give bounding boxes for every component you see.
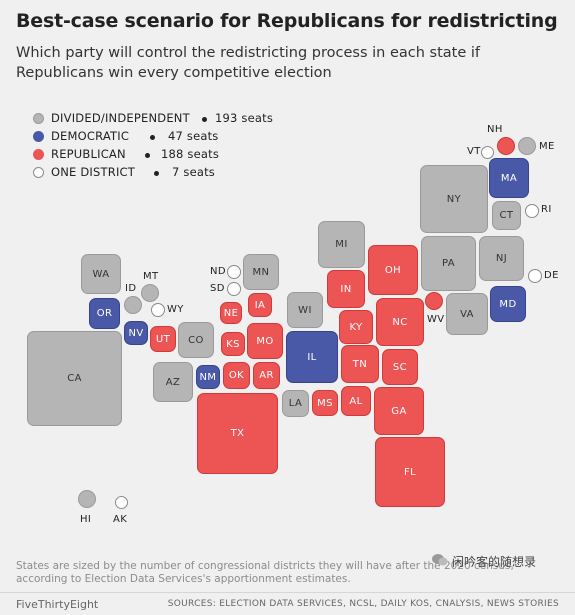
state-tile-ms: MS [312,390,338,416]
state-tile-ny: NY [420,165,488,233]
state-tile-tn: TN [341,345,379,383]
legend-label: ONE DISTRICT [51,165,135,179]
state-tile-sd [227,282,241,296]
footer-divider [0,592,575,593]
legend-bullet [150,135,155,140]
state-tile-sc: SC [382,349,418,385]
state-tile-wi: WI [287,292,323,328]
state-tile-de [528,269,542,283]
state-tile-ar: AR [253,362,280,389]
legend-count: 193 seats [215,111,274,125]
state-tile-co: CO [178,322,214,358]
state-tile-nm: NM [196,365,220,389]
legend-label: DIVIDED/INDEPENDENT [51,111,190,125]
legend-count: 188 seats [161,147,220,161]
state-tile-ma: MA [489,158,529,198]
state-tile-mi: MI [318,221,365,268]
state-tile-mt [141,284,159,302]
legend-swatch-republican [33,149,44,160]
state-label-hi: HI [80,514,92,525]
state-tile-pa: PA [421,236,476,291]
state-tile-mn: MN [243,254,279,290]
legend-label: REPUBLICAN [51,147,126,161]
state-tile-wy [151,303,165,317]
legend-swatch-one-district [33,167,44,178]
state-tile-ia: IA [248,293,272,317]
state-tile-hi [78,490,96,508]
state-label-sd: SD [210,283,225,294]
state-tile-ak [115,496,128,509]
state-tile-fl: FL [375,437,445,507]
state-label-de: DE [544,270,559,281]
state-tile-or: OR [89,298,120,329]
state-tile-nv: NV [124,321,148,345]
state-tile-vt [481,146,494,159]
state-tile-nj: NJ [479,236,524,281]
state-tile-ri [525,204,539,218]
state-tile-wa: WA [81,254,121,294]
state-tile-ok: OK [223,362,250,389]
legend-swatch-divided [33,113,44,124]
state-tile-id [124,296,142,314]
legend-label: DEMOCRATIC [51,129,130,143]
state-label-nh: NH [487,124,503,135]
watermark: 闲吟客的随想录 [452,555,537,569]
state-tile-mo: MO [247,323,283,359]
state-tile-ky: KY [339,310,373,344]
state-tile-ne: NE [220,302,242,324]
legend-count: 7 seats [172,165,215,179]
state-label-wv: WV [427,314,445,325]
chart-subtitle: Which party will control the redistricti… [16,45,481,81]
state-tile-nh [497,137,515,155]
state-tile-oh: OH [368,245,418,295]
chart-title: Best-case scenario for Republicans for r… [16,10,558,32]
state-label-nd: ND [210,266,226,277]
state-tile-ut: UT [150,326,176,352]
methodology-note: States are sized by the number of congre… [16,560,514,585]
state-tile-nc: NC [376,298,424,346]
chat-bubble-icon [432,554,448,566]
legend-count: 47 seats [168,129,219,143]
state-tile-al: AL [341,386,371,416]
legend-bullet [145,153,150,158]
state-tile-nd [227,265,241,279]
state-tile-ct: CT [492,201,521,230]
state-tile-wv [425,292,443,310]
state-tile-ga: GA [374,387,424,435]
state-tile-me [518,137,536,155]
state-tile-va: VA [446,293,488,335]
legend-swatch-democratic [33,131,44,142]
state-label-id: ID [125,283,137,294]
state-tile-la: LA [282,390,309,417]
legend-bullet [154,171,159,176]
state-label-me: ME [539,141,555,152]
sources-credit: SOURCES: ELECTION DATA SERVICES, NCSL, D… [167,599,559,609]
legend-bullet [202,117,207,122]
state-label-vt: VT [467,146,481,157]
state-tile-in: IN [327,270,365,308]
state-label-wy: WY [167,304,184,315]
state-label-ri: RI [541,204,552,215]
state-tile-md: MD [490,286,526,322]
state-label-mt: MT [143,271,159,282]
state-tile-ca: CA [27,331,122,426]
state-tile-il: IL [286,331,338,383]
state-tile-az: AZ [153,362,193,402]
state-label-ak: AK [113,514,128,525]
state-tile-tx: TX [197,393,278,474]
brand-logo: FiveThirtyEight [16,598,99,611]
state-tile-ks: KS [221,332,245,356]
